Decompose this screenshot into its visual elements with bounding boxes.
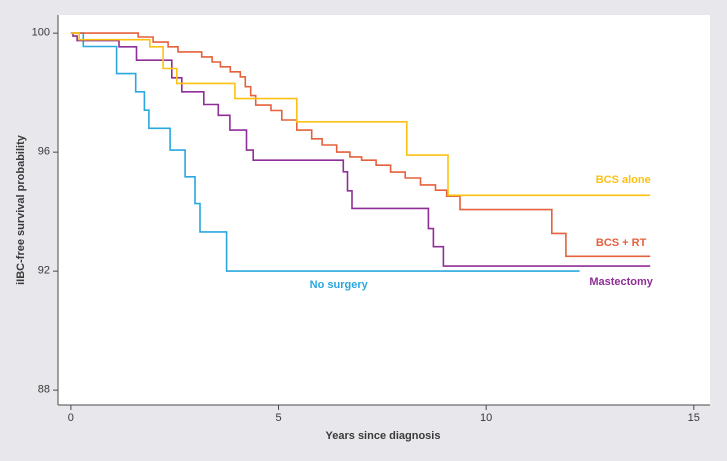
series-curve-mastectomy (70, 32, 651, 267)
series-curve-bcs-alone (70, 32, 651, 197)
series-curve-bcs-rt (70, 32, 651, 258)
series-label-bcs-rt: BCS + RT (595, 236, 647, 249)
series-label-no-surgery: No surgery (309, 278, 368, 291)
y-axis-label: iIBC-free survival probability (15, 135, 27, 285)
y-tick-label: 100 (31, 26, 50, 39)
x-tick-label: 0 (67, 412, 74, 424)
x-tick-label: 5 (275, 412, 282, 424)
x-tick-label: 10 (480, 412, 493, 424)
series-curve-no-surgery (70, 32, 580, 272)
series-label-mastectomy: Mastectomy (589, 275, 653, 288)
series-label-bcs-alone: BCS alone (595, 174, 651, 187)
y-tick-label: 96 (37, 145, 50, 158)
y-tick-label: 92 (37, 264, 50, 277)
x-axis-label: Years since diagnosis (325, 430, 441, 442)
plot-area (58, 15, 710, 405)
y-tick-label: 88 (37, 383, 50, 396)
x-tick-label: 15 (687, 412, 700, 424)
